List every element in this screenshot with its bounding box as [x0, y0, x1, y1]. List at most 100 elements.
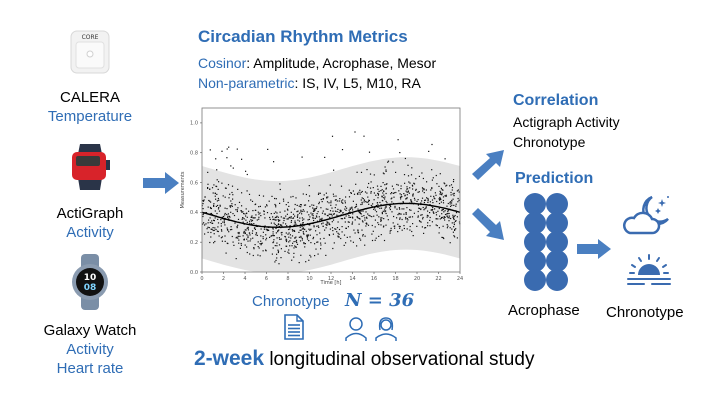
- data-point: [285, 204, 287, 206]
- data-point: [376, 185, 379, 187]
- data-point: [295, 246, 297, 248]
- data-point: [452, 214, 454, 216]
- data-point: [286, 213, 288, 215]
- data-point: [328, 234, 330, 236]
- data-point: [458, 199, 460, 201]
- data-point: [438, 232, 440, 234]
- data-point: [392, 161, 394, 163]
- data-point: [397, 231, 399, 233]
- data-point: [380, 220, 382, 222]
- data-point: [372, 230, 374, 232]
- data-point: [433, 195, 435, 197]
- data-point: [423, 192, 425, 194]
- early-bird-sunrise-icon: [627, 254, 671, 285]
- data-point: [326, 196, 328, 198]
- data-point: [284, 250, 286, 252]
- data-point: [325, 223, 327, 226]
- data-point: [224, 235, 226, 237]
- data-point: [232, 213, 234, 215]
- data-point: [409, 229, 411, 231]
- data-point: [456, 216, 458, 218]
- data-point: [313, 209, 315, 211]
- data-point: [244, 231, 246, 233]
- data-point: [360, 171, 363, 173]
- data-point: [351, 223, 353, 225]
- data-point: [202, 203, 204, 205]
- data-point: [294, 222, 296, 224]
- data-point: [337, 208, 339, 210]
- data-point: [223, 215, 225, 218]
- data-point: [220, 237, 222, 239]
- data-point: [452, 181, 455, 183]
- data-point: [427, 215, 429, 217]
- data-point: [217, 218, 219, 220]
- data-point: [231, 228, 233, 231]
- data-point: [408, 192, 410, 194]
- data-point: [238, 242, 240, 244]
- data-point: [274, 197, 276, 200]
- data-point: [349, 211, 351, 213]
- data-point: [337, 221, 339, 223]
- data-point: [294, 220, 296, 222]
- data-point: [312, 210, 315, 212]
- device-measure: Activity: [66, 224, 114, 241]
- data-point: [365, 201, 367, 203]
- data-point: [439, 218, 441, 220]
- data-point: [271, 253, 273, 255]
- data-point: [247, 235, 249, 237]
- data-point: [382, 182, 384, 184]
- data-point: [422, 177, 424, 180]
- data-point: [330, 200, 332, 202]
- data-point: [310, 242, 312, 244]
- data-point: [430, 209, 432, 211]
- data-point: [312, 207, 314, 209]
- data-point: [453, 218, 455, 221]
- data-point: [331, 227, 334, 229]
- data-point: [246, 173, 248, 176]
- data-point: [202, 208, 204, 210]
- data-point: [280, 224, 282, 226]
- data-point: [423, 201, 425, 204]
- data-point: [277, 219, 279, 221]
- data-point: [450, 194, 452, 196]
- data-point: [252, 237, 254, 239]
- x-tick-label: 14: [349, 276, 355, 282]
- data-point: [442, 208, 444, 211]
- data-point: [406, 221, 408, 223]
- data-point: [417, 215, 419, 217]
- data-point: [242, 235, 244, 237]
- data-point: [238, 239, 240, 241]
- study-description: 2-week longitudinal observational study: [194, 347, 534, 371]
- data-point: [260, 240, 262, 242]
- chronotype-label: Chronotype: [252, 293, 330, 310]
- data-point: [237, 224, 239, 226]
- data-point: [412, 185, 414, 187]
- data-point: [357, 230, 359, 232]
- data-point: [302, 193, 304, 195]
- cosinor-fit-curve: [201, 202, 461, 229]
- data-point: [409, 187, 411, 189]
- data-point: [247, 240, 249, 242]
- data-point: [380, 190, 382, 192]
- data-point: [413, 183, 416, 185]
- data-point: [364, 217, 366, 219]
- data-point: [324, 213, 326, 216]
- data-point: [319, 218, 321, 220]
- data-point: [303, 210, 305, 212]
- data-point: [396, 217, 398, 219]
- data-point: [216, 230, 218, 232]
- data-point: [240, 210, 243, 212]
- data-point: [303, 204, 306, 206]
- data-point: [266, 212, 269, 214]
- data-point: [377, 206, 379, 208]
- data-point: [285, 240, 288, 243]
- data-point: [427, 210, 429, 212]
- svg-text:10: 10: [84, 273, 97, 283]
- data-point: [437, 218, 439, 220]
- data-point: [303, 218, 305, 220]
- data-point: [305, 261, 307, 263]
- data-point: [374, 219, 376, 221]
- data-point: [253, 217, 255, 219]
- data-point: [440, 201, 442, 203]
- data-point: [222, 221, 224, 223]
